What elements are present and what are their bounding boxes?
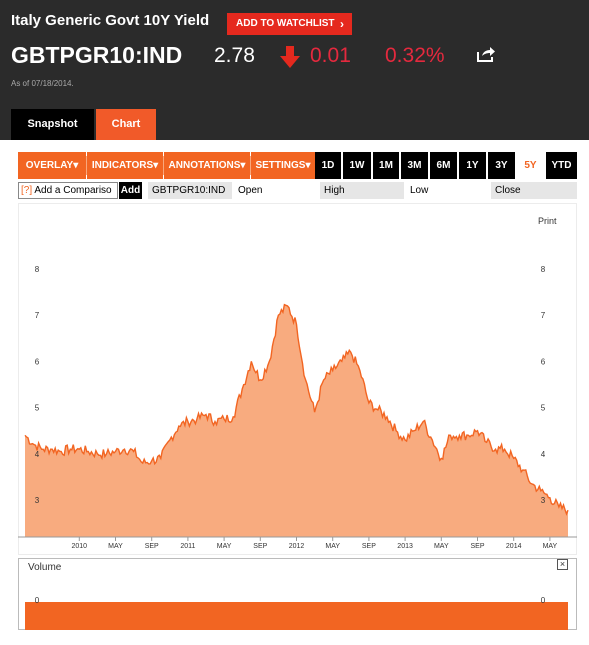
volume-tick-right: 0	[541, 596, 546, 605]
x-tick-label: SEP	[145, 543, 159, 550]
range-ytd-button[interactable]: YTD	[546, 152, 577, 179]
info-ticker: GBTPGR10:IND	[148, 182, 232, 199]
security-title: Italy Generic Govt 10Y Yield	[11, 12, 210, 29]
y-tick-label-left: 3	[35, 496, 40, 505]
down-arrow-icon	[280, 46, 300, 68]
x-tick-label: MAY	[217, 543, 232, 550]
series-area	[25, 304, 568, 537]
x-tick-label: 2014	[506, 543, 522, 550]
x-tick-label: SEP	[362, 543, 376, 550]
ticker-symbol: GBTPGR10:IND	[11, 42, 183, 68]
add-compare-button[interactable]: Add	[119, 182, 142, 199]
info-high: High	[320, 182, 404, 199]
y-tick-label-right: 3	[541, 496, 546, 505]
x-tick-label: 2010	[72, 543, 88, 550]
annotations-menu[interactable]: ANNOTATIONS▾	[164, 152, 250, 179]
range-3m-button[interactable]: 3M	[401, 152, 428, 179]
y-tick-label-right: 7	[541, 311, 546, 320]
range-3y-button[interactable]: 3Y	[488, 152, 515, 179]
y-tick-label-left: 5	[35, 404, 40, 413]
data-info-row: [?] Add a Compariso Add GBTPGR10:IND Ope…	[18, 181, 577, 201]
help-icon[interactable]: [?]	[21, 185, 33, 196]
volume-tick-left: 0	[35, 596, 40, 605]
x-tick-label: SEP	[470, 543, 484, 550]
x-tick-label: 2011	[180, 543, 195, 550]
info-low: Low	[406, 182, 490, 199]
as-of-date: As of 07/18/2014.	[11, 79, 74, 88]
x-tick-label: 2013	[397, 543, 413, 550]
watchlist-label: ADD TO WATCHLIST	[236, 18, 335, 29]
range-5y-button[interactable]: 5Y	[517, 152, 544, 179]
quote-header: Italy Generic Govt 10Y Yield ADD TO WATC…	[0, 0, 589, 140]
percent-change: 0.32%	[385, 44, 445, 67]
info-close: Close	[491, 182, 577, 199]
x-tick-label: MAY	[108, 543, 123, 550]
tab-snapshot[interactable]: Snapshot	[11, 109, 94, 140]
volume-bar	[25, 602, 568, 630]
x-tick-label: MAY	[543, 543, 558, 550]
x-tick-label: 2012	[289, 543, 305, 550]
range-6m-button[interactable]: 6M	[430, 152, 457, 179]
y-tick-label-left: 4	[35, 450, 40, 459]
add-to-watchlist-button[interactable]: ADD TO WATCHLIST ›	[227, 13, 352, 35]
info-open: Open	[234, 182, 318, 199]
range-1y-button[interactable]: 1Y	[459, 152, 486, 179]
indicators-menu[interactable]: INDICATORS▾	[87, 152, 163, 179]
compare-input[interactable]: [?] Add a Compariso	[18, 182, 118, 199]
volume-label: Volume	[28, 562, 62, 573]
y-tick-label-right: 4	[541, 450, 546, 459]
x-tick-label: MAY	[325, 543, 340, 550]
last-price: 2.78	[214, 44, 255, 67]
range-1m-button[interactable]: 1M	[373, 152, 399, 179]
menu-divider	[86, 156, 87, 175]
y-tick-label-left: 7	[35, 311, 40, 320]
y-tick-label-right: 6	[541, 357, 546, 366]
yield-chart[interactable]: 3 3 4 4 5 5 6 6 7 7 8 8 2010 MAY SEP 2011 MAY SEP 2012 MAY S…	[18, 232, 577, 554]
x-tick-label: MAY	[434, 543, 449, 550]
menu-divider	[250, 156, 251, 175]
series-line	[24, 303, 569, 516]
share-icon[interactable]	[477, 46, 495, 62]
y-tick-label-left: 8	[35, 265, 40, 274]
range-1d-button[interactable]: 1D	[315, 152, 341, 179]
menu-divider	[163, 156, 164, 175]
y-tick-label-left: 6	[35, 357, 40, 366]
print-link[interactable]: Print	[538, 216, 557, 226]
chart-toolbar: OVERLAY▾ INDICATORS▾ ANNOTATIONS▾ SETTIN…	[18, 152, 577, 179]
tab-chart[interactable]: Chart	[96, 109, 156, 140]
overlay-menu[interactable]: OVERLAY▾	[18, 152, 86, 179]
compare-placeholder: Add a Compariso	[34, 185, 112, 196]
y-tick-label-right: 5	[541, 404, 546, 413]
y-tick-label-right: 8	[541, 265, 546, 274]
settings-menu[interactable]: SETTINGS▾	[251, 152, 315, 179]
close-icon[interactable]: ×	[557, 559, 568, 570]
range-1w-button[interactable]: 1W	[343, 152, 371, 179]
price-change: 0.01	[310, 44, 351, 67]
chevron-right-icon: ›	[340, 17, 344, 31]
x-tick-label: SEP	[253, 543, 267, 550]
